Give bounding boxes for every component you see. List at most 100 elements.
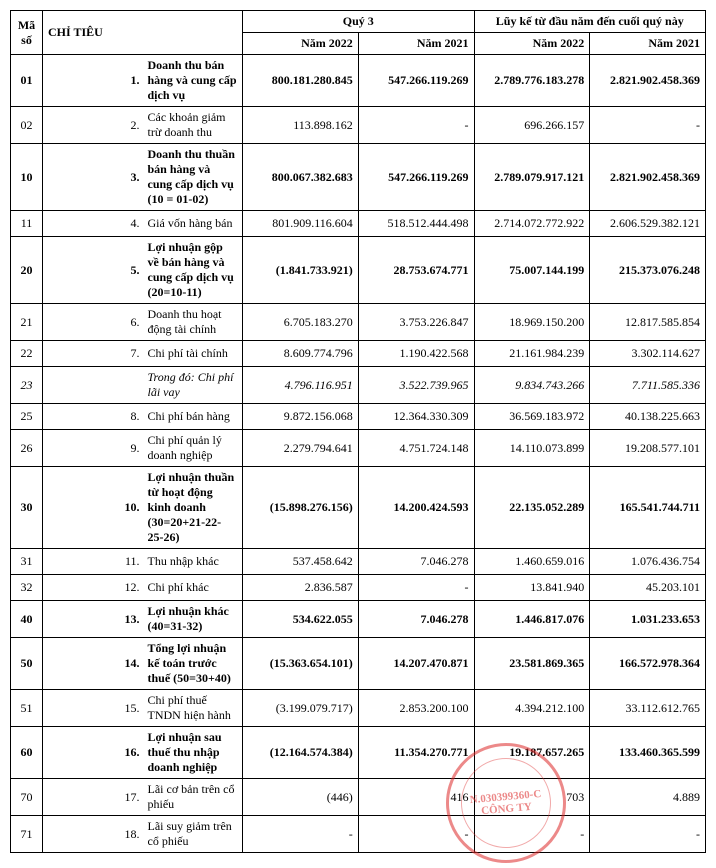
cell-item-no: 12. (43, 575, 143, 601)
cell-item-no: 6. (43, 304, 143, 341)
cell-ytd-2022: 696.266.157 (474, 107, 590, 144)
cell-q3-2021: 3.753.226.847 (358, 304, 474, 341)
cell-ytd-2021: 12.817.585.854 (590, 304, 706, 341)
cell-label: Lãi suy giảm trên cổ phiếu (143, 816, 243, 853)
cell-ytd-2021: 1.031.233.653 (590, 601, 706, 638)
table-row: 103.Doanh thu thuần bán hàng và cung cấp… (11, 144, 706, 211)
cell-ytd-2021: 3.302.114.627 (590, 341, 706, 367)
cell-ma: 60 (11, 727, 43, 779)
cell-q3-2022: 800.181.280.845 (243, 55, 359, 107)
cell-ytd-2021: - (590, 816, 706, 853)
cell-item-no: 14. (43, 638, 143, 690)
cell-label: Lợi nhuận thuần từ hoạt động kinh doanh … (143, 467, 243, 549)
cell-ytd-2022: 2.789.776.183.278 (474, 55, 590, 107)
cell-item-no: 15. (43, 690, 143, 727)
cell-label: Chi phí thuế TNDN hiện hành (143, 690, 243, 727)
cell-q3-2021: - (358, 816, 474, 853)
cell-q3-2022: (1.841.733.921) (243, 237, 359, 304)
cell-ytd-2022: 22.135.052.289 (474, 467, 590, 549)
cell-item-no: 17. (43, 779, 143, 816)
cell-label: Chi phí khác (143, 575, 243, 601)
cell-ytd-2022: 18.969.150.200 (474, 304, 590, 341)
cell-label: Doanh thu hoạt động tài chính (143, 304, 243, 341)
table-row: 011.Doanh thu bán hàng và cung cấp dịch … (11, 55, 706, 107)
cell-ma: 02 (11, 107, 43, 144)
cell-label: Giá vốn hàng bán (143, 211, 243, 237)
cell-ma: 10 (11, 144, 43, 211)
cell-ma: 32 (11, 575, 43, 601)
table-header: Mã số CHỈ TIÊU Quý 3 Lũy kế từ đầu năm đ… (11, 11, 706, 55)
cell-q3-2021: 1.190.422.568 (358, 341, 474, 367)
cell-ytd-2021: 2.821.902.458.369 (590, 55, 706, 107)
cell-item-no: 4. (43, 211, 143, 237)
cell-ytd-2022: 21.161.984.239 (474, 341, 590, 367)
cell-ytd-2022: 703 (474, 779, 590, 816)
header-quy3: Quý 3 (243, 11, 475, 33)
table-row: 5115.Chi phí thuế TNDN hiện hành(3.199.0… (11, 690, 706, 727)
header-ytd-2021: Năm 2021 (590, 33, 706, 55)
table-row: 3111.Thu nhập khác537.458.6427.046.2781.… (11, 549, 706, 575)
cell-q3-2021: 14.207.470.871 (358, 638, 474, 690)
cell-item-no: 16. (43, 727, 143, 779)
table-row: 205.Lợi nhuận gộp về bán hàng và cung cấ… (11, 237, 706, 304)
cell-label: Doanh thu thuần bán hàng và cung cấp dịc… (143, 144, 243, 211)
table-body: 011.Doanh thu bán hàng và cung cấp dịch … (11, 55, 706, 853)
cell-ytd-2022: - (474, 816, 590, 853)
cell-q3-2022: 9.872.156.068 (243, 404, 359, 430)
cell-ytd-2021: 19.208.577.101 (590, 430, 706, 467)
cell-q3-2022: (12.164.574.384) (243, 727, 359, 779)
cell-q3-2021: 518.512.444.498 (358, 211, 474, 237)
cell-ma: 70 (11, 779, 43, 816)
cell-ytd-2022: 9.834.743.266 (474, 367, 590, 404)
cell-q3-2022: 534.622.055 (243, 601, 359, 638)
cell-q3-2022: 800.067.382.683 (243, 144, 359, 211)
cell-ytd-2022: 36.569.183.972 (474, 404, 590, 430)
cell-item-no: 18. (43, 816, 143, 853)
cell-ma: 31 (11, 549, 43, 575)
header-luyke: Lũy kế từ đầu năm đến cuối quý này (474, 11, 706, 33)
financial-table: Mã số CHỈ TIÊU Quý 3 Lũy kế từ đầu năm đ… (10, 10, 706, 853)
cell-ytd-2022: 14.110.073.899 (474, 430, 590, 467)
cell-q3-2022: 113.898.162 (243, 107, 359, 144)
cell-ma: 22 (11, 341, 43, 367)
cell-item-no: 11. (43, 549, 143, 575)
cell-ma: 51 (11, 690, 43, 727)
table-row: 23Trong đó: Chi phí lãi vay4.796.116.951… (11, 367, 706, 404)
cell-ma: 21 (11, 304, 43, 341)
cell-ma: 50 (11, 638, 43, 690)
cell-ytd-2021: 166.572.978.364 (590, 638, 706, 690)
cell-q3-2021: 2.853.200.100 (358, 690, 474, 727)
table-row: 5014.Tổng lợi nhuận kế toán trước thuế (… (11, 638, 706, 690)
cell-ytd-2021: 1.076.436.754 (590, 549, 706, 575)
cell-label: Các khoản giảm trừ doanh thu (143, 107, 243, 144)
cell-item-no: 10. (43, 467, 143, 549)
cell-label: Lợi nhuận sau thuế thu nhập doanh nghiệp (143, 727, 243, 779)
cell-ytd-2022: 19.187.657.265 (474, 727, 590, 779)
cell-q3-2021: 547.266.119.269 (358, 144, 474, 211)
cell-ytd-2022: 1.460.659.016 (474, 549, 590, 575)
header-q3-2021: Năm 2021 (358, 33, 474, 55)
cell-ytd-2021: 40.138.225.663 (590, 404, 706, 430)
cell-q3-2021: 3.522.739.965 (358, 367, 474, 404)
cell-label: Doanh thu bán hàng và cung cấp dịch vụ (143, 55, 243, 107)
cell-ytd-2021: 7.711.585.336 (590, 367, 706, 404)
table-row: 3010.Lợi nhuận thuần từ hoạt động kinh d… (11, 467, 706, 549)
cell-ytd-2022: 23.581.869.365 (474, 638, 590, 690)
header-chi-tieu: CHỈ TIÊU (43, 11, 243, 55)
table-row: 3212.Chi phí khác2.836.587-13.841.94045.… (11, 575, 706, 601)
cell-ytd-2021: 33.112.612.765 (590, 690, 706, 727)
cell-item-no: 2. (43, 107, 143, 144)
cell-item-no: 1. (43, 55, 143, 107)
cell-q3-2022: 801.909.116.604 (243, 211, 359, 237)
cell-q3-2021: 547.266.119.269 (358, 55, 474, 107)
cell-ytd-2022: 2.789.079.917.121 (474, 144, 590, 211)
cell-label: Chi phí quản lý doanh nghiệp (143, 430, 243, 467)
cell-q3-2021: - (358, 575, 474, 601)
header-q3-2022: Năm 2022 (243, 33, 359, 55)
cell-ytd-2022: 2.714.072.772.922 (474, 211, 590, 237)
cell-q3-2021: 4.751.724.148 (358, 430, 474, 467)
cell-label: Lãi cơ bản trên cổ phiếu (143, 779, 243, 816)
cell-item-no (43, 367, 143, 404)
cell-ytd-2021: 2.606.529.382.121 (590, 211, 706, 237)
cell-q3-2022: (15.898.276.156) (243, 467, 359, 549)
